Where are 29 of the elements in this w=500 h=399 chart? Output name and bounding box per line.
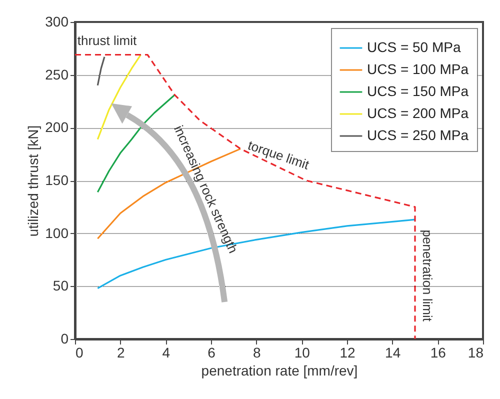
- legend-label: UCS = 100 MPa: [367, 61, 469, 77]
- y-tick-label: 200: [45, 119, 69, 136]
- annotation: penetration limit: [420, 230, 435, 322]
- legend-label: UCS = 250 MPa: [367, 127, 469, 143]
- y-tick-label: 250: [45, 66, 69, 82]
- y-tick-label: 100: [45, 224, 69, 241]
- y-axis-title: utilized thrust [kN]: [25, 125, 42, 237]
- x-tick-label: 16: [430, 344, 446, 360]
- x-tick-label: 10: [294, 344, 310, 360]
- x-tick-label: 14: [385, 344, 401, 360]
- line-series: [96, 94, 176, 193]
- y-tick-label: 50: [52, 278, 69, 294]
- x-tick-label: 12: [340, 344, 356, 360]
- x-tick-label: 0: [76, 344, 84, 360]
- x-tick-label: 2: [116, 344, 125, 360]
- y-tick-label: 150: [45, 172, 69, 188]
- x-tick-label: 4: [162, 344, 170, 360]
- annotation: thrust limit: [77, 32, 137, 48]
- annotation: torque limit: [246, 138, 312, 173]
- y-tick-label: 300: [45, 14, 69, 30]
- x-tick-label: 8: [252, 344, 261, 360]
- x-axis-title: penetration rate [mm/rev]: [201, 362, 358, 378]
- legend-label: UCS = 150 MPa: [367, 83, 469, 99]
- legend-label: UCS = 200 MPa: [367, 105, 469, 121]
- y-tick-label: 0: [60, 330, 69, 346]
- x-tick-label: 6: [208, 344, 216, 360]
- x-tick-label: 18: [468, 344, 484, 360]
- legend-label: UCS = 50 MPa: [367, 39, 461, 55]
- line-series: [96, 54, 142, 140]
